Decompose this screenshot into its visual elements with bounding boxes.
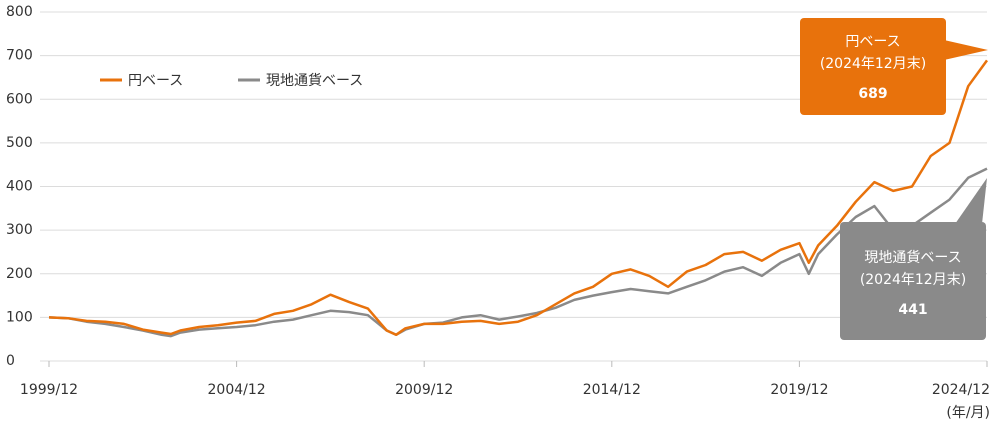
y-tick-label: 0 [6,353,15,369]
x-tick-label: 2004/12 [208,382,266,398]
callout-date: (2024年12月末) [820,56,926,72]
legend-label: 現地通貨ベース [266,72,363,89]
y-tick-label: 400 [6,179,33,195]
callout: 現地通貨ベース (2024年12月末) 441 [840,178,987,340]
x-tick-label: 2014/12 [583,382,641,398]
x-tick-label: 1999/12 [20,382,78,398]
callout-value: 689 [858,86,887,102]
y-tick-label: 100 [6,309,33,325]
callout-pointer [955,178,987,224]
y-tick-label: 600 [6,91,33,107]
series-line [48,167,988,338]
y-tick-label: 200 [6,266,33,282]
callout-date: (2024年12月末) [860,272,966,288]
callout-pointer [944,40,988,60]
callout-box [840,222,986,340]
callout-box [800,18,946,115]
legend-label: 円ベース [128,73,183,89]
x-tick-label: 2024/12 [932,382,990,398]
callout-name: 円ベース [845,34,900,50]
y-tick-label: 300 [6,222,33,238]
y-tick-label: 700 [6,48,33,64]
y-tick-label: 800 [6,4,33,20]
series-line [48,59,989,337]
callout-name: 現地通貨ベース [864,249,961,266]
callout-value: 441 [898,302,927,318]
x-tick-label: 2019/12 [770,382,828,398]
x-axis-label: (年/月) [946,405,990,421]
callout: 円ベース (2024年12月末) 689 [800,18,988,115]
x-tick-label: 2009/12 [395,382,453,398]
y-tick-label: 500 [6,135,33,151]
